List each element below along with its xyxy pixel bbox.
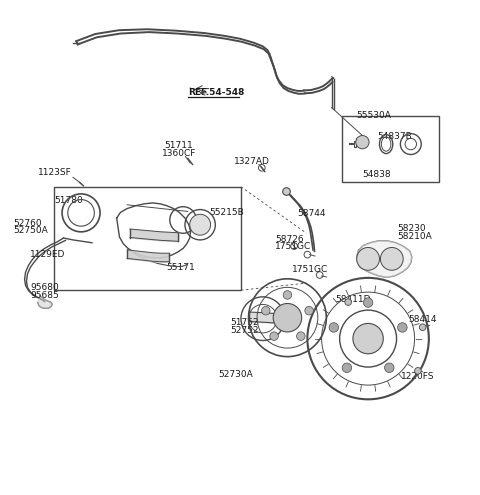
Text: 58414: 58414 — [408, 315, 437, 324]
Polygon shape — [357, 241, 412, 277]
Circle shape — [420, 324, 426, 331]
Circle shape — [283, 188, 290, 196]
Bar — [54, 187, 241, 290]
Circle shape — [397, 323, 407, 332]
Circle shape — [297, 332, 305, 341]
Text: 51711: 51711 — [164, 141, 193, 150]
Text: 58744: 58744 — [297, 209, 325, 218]
Text: 1327AD: 1327AD — [234, 157, 270, 166]
Text: 1751GC: 1751GC — [275, 242, 312, 251]
Text: 54837B: 54837B — [378, 132, 412, 141]
Circle shape — [415, 367, 421, 374]
Bar — [342, 116, 439, 182]
Text: 51780: 51780 — [54, 196, 83, 205]
Circle shape — [363, 298, 373, 307]
Text: 95680: 95680 — [30, 283, 59, 292]
Text: 1129ED: 1129ED — [30, 250, 66, 259]
Circle shape — [357, 248, 380, 270]
Text: 95685: 95685 — [30, 291, 59, 299]
Polygon shape — [349, 139, 363, 147]
Text: 1360CF: 1360CF — [162, 149, 196, 158]
Circle shape — [353, 323, 384, 354]
Text: 52730A: 52730A — [219, 370, 253, 379]
Text: 55171: 55171 — [167, 263, 195, 272]
Text: 52750A: 52750A — [13, 226, 48, 235]
Circle shape — [283, 291, 292, 299]
Text: 58230: 58230 — [397, 224, 426, 233]
Text: 55530A: 55530A — [356, 111, 391, 120]
Text: 1220FS: 1220FS — [401, 372, 435, 381]
Text: 54838: 54838 — [362, 170, 391, 179]
Circle shape — [329, 323, 338, 332]
Circle shape — [262, 306, 270, 315]
Text: 55215B: 55215B — [209, 208, 244, 217]
Circle shape — [342, 363, 352, 373]
Circle shape — [305, 306, 313, 315]
Text: 51752: 51752 — [230, 318, 259, 327]
Polygon shape — [38, 296, 52, 308]
Text: REF.54-548: REF.54-548 — [188, 88, 244, 97]
Text: 52760: 52760 — [13, 219, 42, 228]
Text: 58726: 58726 — [275, 235, 304, 244]
Circle shape — [356, 136, 369, 149]
Text: 58210A: 58210A — [397, 232, 432, 241]
Circle shape — [381, 248, 403, 270]
Text: 58411D: 58411D — [335, 296, 371, 304]
Text: 52752: 52752 — [230, 326, 259, 335]
Circle shape — [273, 303, 301, 332]
Circle shape — [345, 299, 351, 305]
Circle shape — [190, 214, 211, 235]
Circle shape — [384, 363, 394, 373]
Text: 1751GC: 1751GC — [292, 265, 328, 274]
Text: 1123SF: 1123SF — [38, 168, 72, 177]
Circle shape — [270, 332, 278, 341]
